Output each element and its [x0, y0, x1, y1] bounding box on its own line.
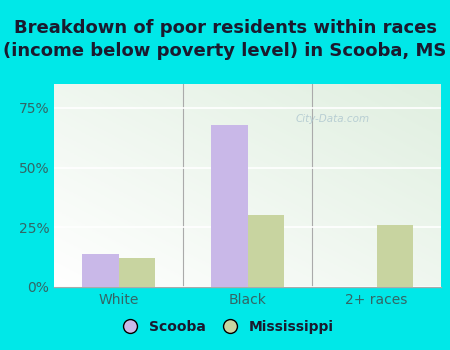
Legend: Scooba, Mississippi: Scooba, Mississippi [111, 314, 339, 340]
Bar [118, 258, 155, 287]
Bar [212, 125, 248, 287]
Bar [377, 225, 413, 287]
Text: City-Data.com: City-Data.com [296, 114, 370, 125]
Bar [82, 253, 118, 287]
Text: Breakdown of poor residents within races
(income below poverty level) in Scooba,: Breakdown of poor residents within races… [3, 19, 447, 60]
Bar [248, 215, 284, 287]
